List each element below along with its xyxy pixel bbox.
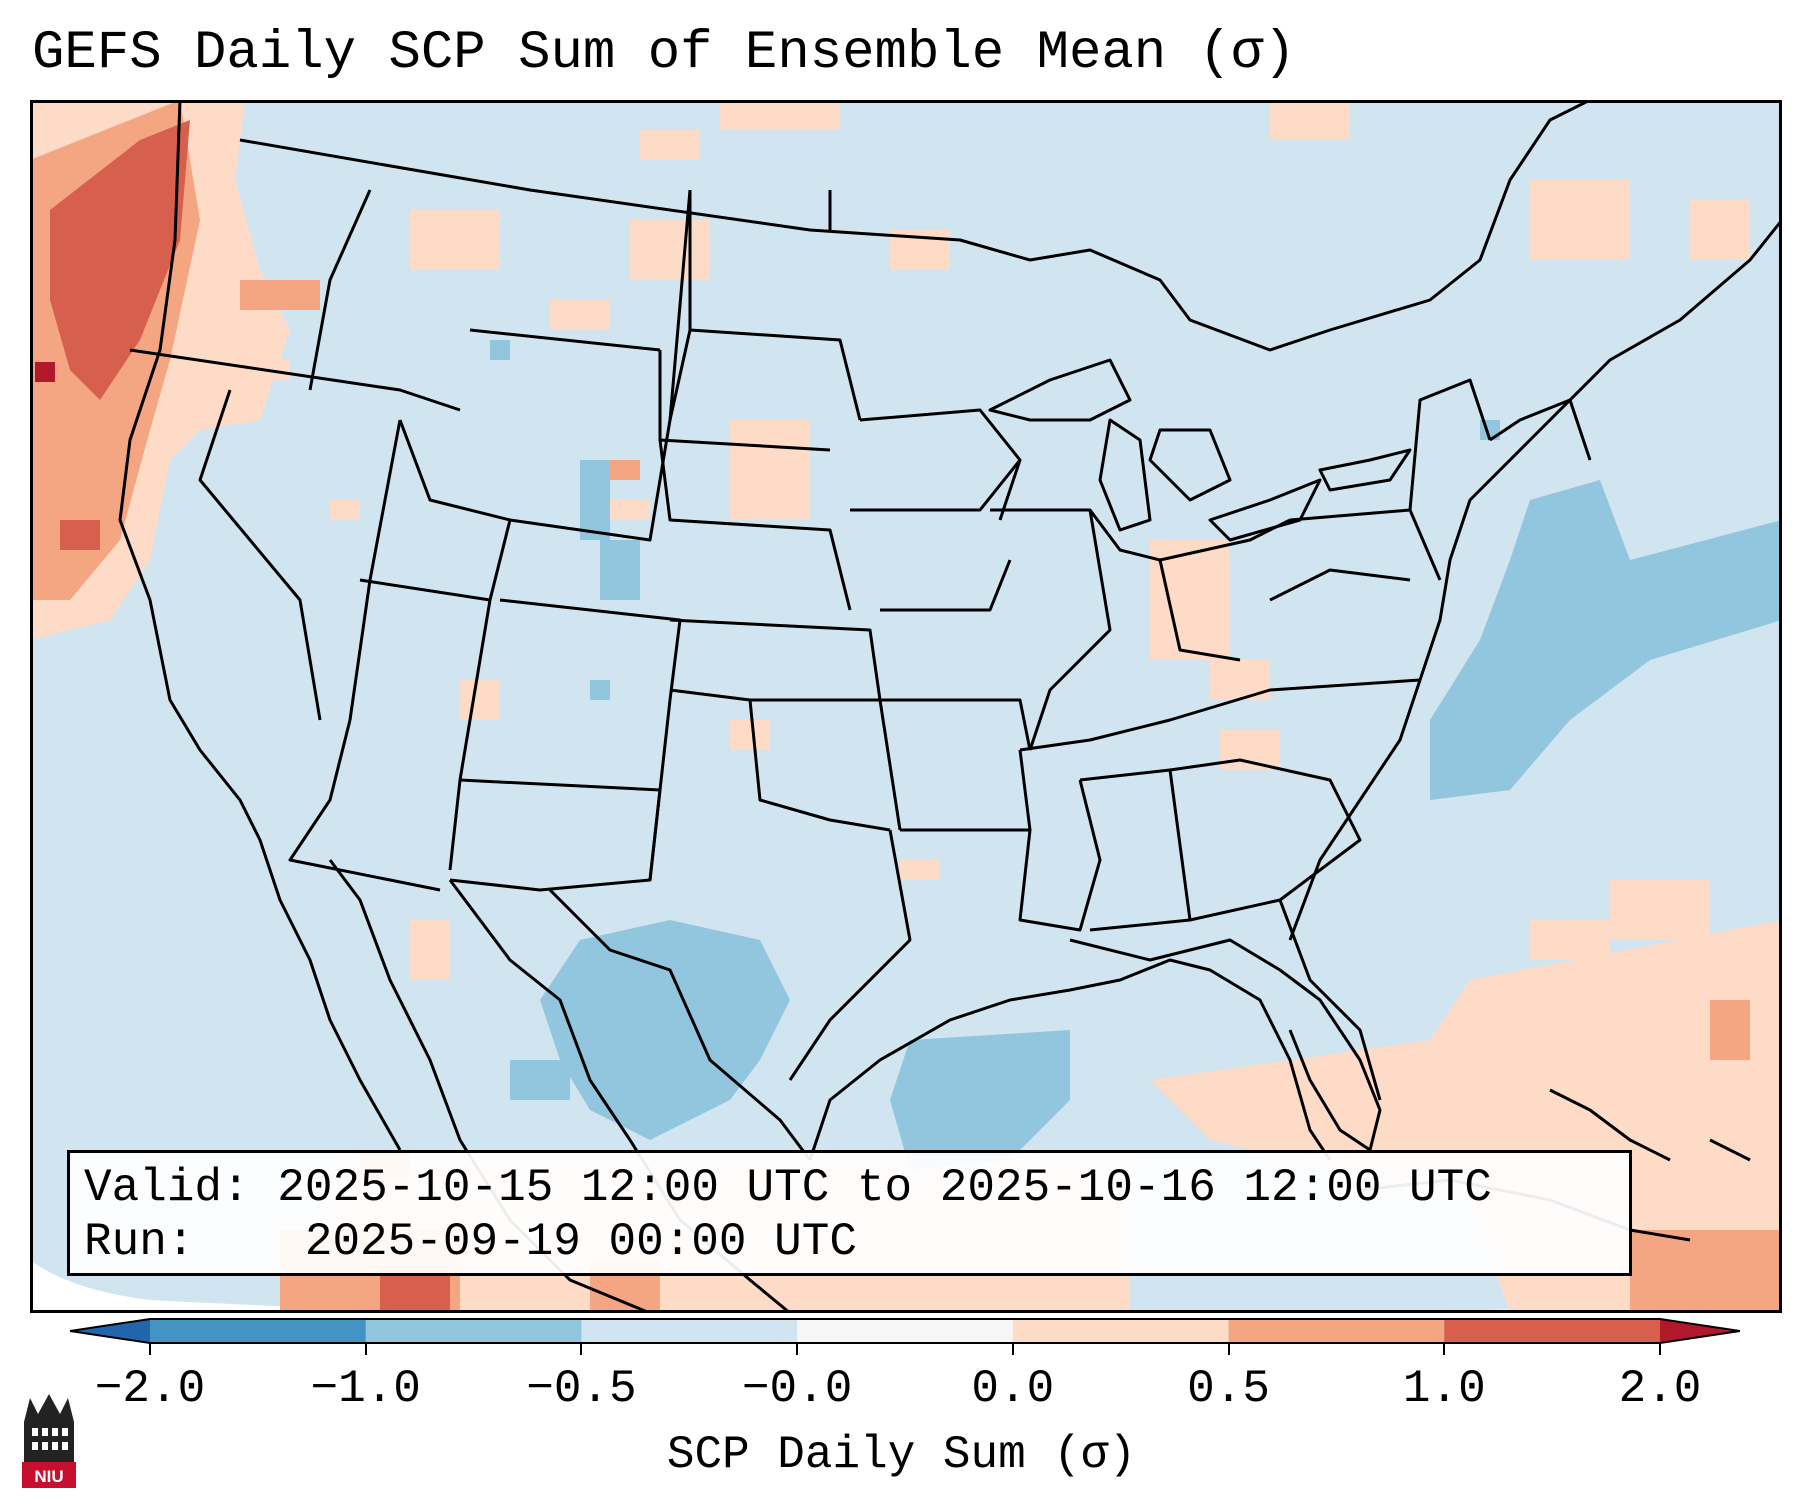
colorbar-tick-mark xyxy=(1227,1343,1230,1355)
colorbar-segments xyxy=(150,1319,1661,1343)
colorbar-segment xyxy=(1012,1319,1230,1343)
colorbar-tick-mark xyxy=(149,1343,151,1355)
valid-value: 2025-10-15 12:00 UTC to 2025-10-16 12:00… xyxy=(277,1162,1492,1214)
valid-run-box: Valid: 2025-10-15 12:00 UTC to 2025-10-1… xyxy=(67,1150,1632,1276)
colorbar-tick-label: 1.0 xyxy=(1402,1363,1486,1415)
colorbar-tick-mark xyxy=(364,1343,367,1355)
colorbar-extend-high xyxy=(1660,1319,1740,1343)
colorbar-segment xyxy=(1444,1319,1661,1343)
colorbar-tick-label: 0.5 xyxy=(1187,1363,1270,1415)
run-label: Run: xyxy=(84,1216,195,1268)
colorbar-tick-mark xyxy=(1659,1343,1661,1355)
run-value: 2025-09-19 00:00 UTC xyxy=(304,1216,857,1268)
colorbar-tick-label: −0.5 xyxy=(526,1363,637,1415)
colorbar-tick-label: 0.0 xyxy=(971,1363,1055,1415)
map-base-field xyxy=(30,100,1782,1313)
map-frame xyxy=(30,100,1782,1313)
valid-label: Valid: xyxy=(84,1162,250,1214)
anomaly-negative xyxy=(490,340,1782,1170)
colorbar xyxy=(70,1318,1740,1344)
state-boundaries xyxy=(118,100,1782,1313)
colorbar-tick-label: −1.0 xyxy=(310,1363,421,1415)
colorbar-tick-label: −2.0 xyxy=(94,1363,206,1415)
colorbar-tick-mark xyxy=(1443,1343,1446,1355)
page-title: GEFS Daily SCP Sum of Ensemble Mean (σ) xyxy=(32,23,1296,84)
colorbar-tick-mark xyxy=(1011,1343,1014,1355)
colorbar-segment xyxy=(365,1319,582,1343)
colorbar-tick-label: −0.0 xyxy=(741,1363,853,1415)
colorbar-label: SCP Daily Sum (σ) xyxy=(666,1429,1137,1481)
colorbar-segment xyxy=(581,1319,798,1343)
colorbar-segment xyxy=(150,1319,367,1343)
colorbar-segment xyxy=(797,1319,1014,1343)
niu-logo-icon: NIU xyxy=(22,1394,76,1488)
colorbar-extend-low xyxy=(70,1319,150,1343)
anomaly-pacific-nw xyxy=(30,100,320,640)
logo-text: NIU xyxy=(34,1467,63,1486)
anomaly-scattered-strong xyxy=(380,1270,450,1313)
map-svg xyxy=(30,100,1782,1313)
colorbar-tick-mark xyxy=(580,1343,583,1355)
colorbar-tick-label: 2.0 xyxy=(1618,1363,1702,1415)
map-panel xyxy=(30,100,1782,1313)
colorbar-tick-mark xyxy=(796,1343,799,1355)
colorbar-segment xyxy=(1228,1319,1445,1343)
